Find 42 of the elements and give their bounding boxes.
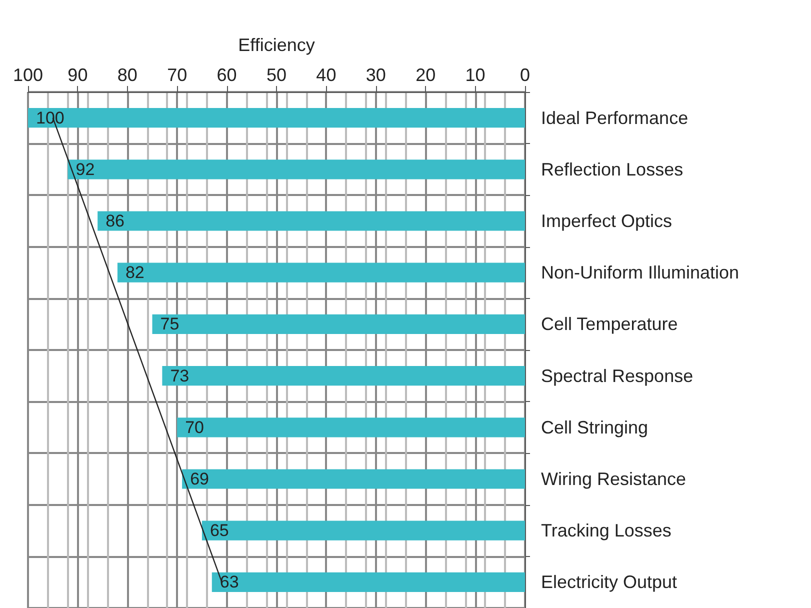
bar xyxy=(162,366,525,386)
bar xyxy=(182,469,525,489)
data-label: 73 xyxy=(170,366,190,386)
y-tick-label: Cell Temperature xyxy=(541,314,678,334)
y-tick-label: Electricity Output xyxy=(541,572,678,592)
y-tick-label: Wiring Resistance xyxy=(541,469,686,489)
y-tick-label: Non-Uniform Illumination xyxy=(541,262,740,283)
bar xyxy=(98,211,525,231)
bar xyxy=(152,314,525,334)
bar xyxy=(28,108,525,128)
bar xyxy=(117,262,525,282)
y-tick-label: Spectral Response xyxy=(541,366,694,386)
x-tick-label: 90 xyxy=(68,65,88,85)
x-tick-label: 10 xyxy=(465,65,486,85)
y-tick-label: Tracking Losses xyxy=(541,520,672,541)
x-tick-label: 40 xyxy=(316,65,336,85)
bar xyxy=(177,418,525,438)
data-label: 86 xyxy=(106,212,124,230)
x-tick-label: 70 xyxy=(167,65,188,85)
y-tick-label: Reflection Losses xyxy=(541,159,684,180)
y-tick-label: Ideal Performance xyxy=(541,108,688,128)
x-tick-label: 60 xyxy=(216,65,237,85)
bar xyxy=(202,520,525,540)
y-tick-label: Imperfect Optics xyxy=(541,211,672,231)
x-axis-title: Efficiency xyxy=(238,35,315,55)
data-label: 100 xyxy=(36,108,64,128)
x-tick-label: 30 xyxy=(366,65,386,85)
data-label: 65 xyxy=(210,521,229,540)
data-label: 69 xyxy=(190,470,209,488)
bar xyxy=(212,572,525,592)
x-tick-label: 20 xyxy=(416,65,436,85)
x-tick-label: 100 xyxy=(12,65,44,85)
x-tick-label: 0 xyxy=(520,65,530,85)
bar xyxy=(68,160,525,180)
x-tick-label: 50 xyxy=(266,65,287,85)
data-label: 70 xyxy=(185,418,204,437)
x-tick-label: 80 xyxy=(117,65,138,85)
data-label: 92 xyxy=(76,160,95,179)
y-tick-label: Cell Stringing xyxy=(541,417,648,438)
data-label: 82 xyxy=(125,263,144,282)
data-label: 75 xyxy=(160,314,180,334)
data-label: 63 xyxy=(220,572,239,592)
